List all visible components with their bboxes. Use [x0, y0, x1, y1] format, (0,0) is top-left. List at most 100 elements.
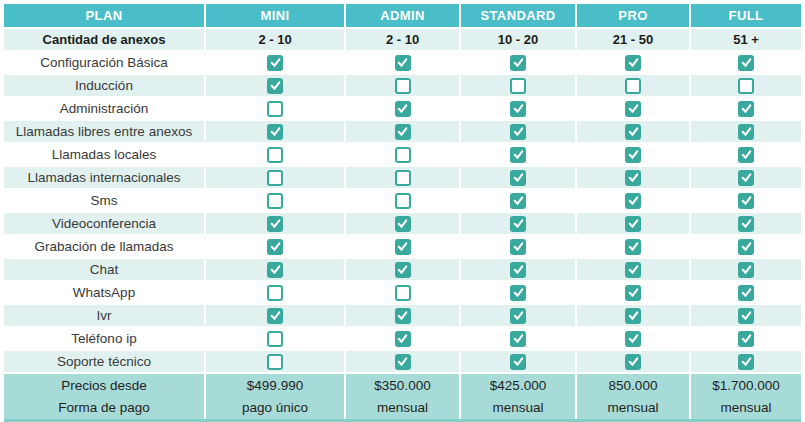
- check-icon: [628, 149, 639, 160]
- checkbox-checked[interactable]: [395, 239, 411, 255]
- check-icon: [513, 195, 524, 206]
- checkbox-checked[interactable]: [738, 216, 754, 232]
- checkbox-checked[interactable]: [510, 193, 526, 209]
- checkbox-checked[interactable]: [625, 170, 641, 186]
- checkbox-checked[interactable]: [267, 239, 283, 255]
- checkbox-checked[interactable]: [738, 262, 754, 278]
- checkbox-unchecked[interactable]: [395, 78, 411, 94]
- check-icon: [397, 241, 408, 252]
- feature-check-cell: [691, 236, 801, 257]
- checkbox-checked[interactable]: [625, 239, 641, 255]
- feature-check-cell: [577, 328, 689, 349]
- checkbox-checked[interactable]: [625, 262, 641, 278]
- checkbox-checked[interactable]: [738, 101, 754, 117]
- checkbox-checked[interactable]: [625, 124, 641, 140]
- checkbox-checked[interactable]: [625, 331, 641, 347]
- price-mini: $499.990: [247, 375, 303, 397]
- checkbox-unchecked[interactable]: [267, 170, 283, 186]
- checkbox-checked[interactable]: [738, 354, 754, 370]
- checkbox-unchecked[interactable]: [267, 101, 283, 117]
- checkbox-checked[interactable]: [510, 285, 526, 301]
- checkbox-checked[interactable]: [738, 285, 754, 301]
- checkbox-checked[interactable]: [267, 262, 283, 278]
- feature-label: WhatsApp: [4, 282, 204, 303]
- checkbox-checked[interactable]: [395, 101, 411, 117]
- check-icon: [628, 241, 639, 252]
- checkbox-checked[interactable]: [738, 170, 754, 186]
- feature-check-cell: [691, 259, 801, 280]
- checkbox-checked[interactable]: [510, 331, 526, 347]
- checkbox-checked[interactable]: [510, 101, 526, 117]
- checkbox-checked[interactable]: [510, 262, 526, 278]
- checkbox-checked[interactable]: [625, 216, 641, 232]
- payment-row-label: Forma de pago: [58, 397, 150, 419]
- check-icon: [397, 264, 408, 275]
- checkbox-checked[interactable]: [625, 308, 641, 324]
- checkbox-checked[interactable]: [738, 55, 754, 71]
- checkbox-checked[interactable]: [738, 239, 754, 255]
- check-icon: [513, 172, 524, 183]
- feature-check-cell: [461, 259, 575, 280]
- checkbox-checked[interactable]: [510, 308, 526, 324]
- checkbox-checked[interactable]: [510, 170, 526, 186]
- checkbox-checked[interactable]: [267, 124, 283, 140]
- checkbox-checked[interactable]: [267, 78, 283, 94]
- check-icon: [270, 57, 281, 68]
- checkbox-checked[interactable]: [395, 331, 411, 347]
- checkbox-checked[interactable]: [625, 193, 641, 209]
- checkbox-checked[interactable]: [267, 308, 283, 324]
- checkbox-unchecked[interactable]: [510, 78, 526, 94]
- checkbox-unchecked[interactable]: [625, 78, 641, 94]
- price-full: $1.700.000: [712, 375, 780, 397]
- checkbox-checked[interactable]: [510, 216, 526, 232]
- checkbox-checked[interactable]: [395, 55, 411, 71]
- checkbox-checked[interactable]: [625, 101, 641, 117]
- checkbox-unchecked[interactable]: [738, 78, 754, 94]
- checkbox-checked[interactable]: [625, 285, 641, 301]
- header-cell-pro: PRO: [577, 4, 689, 27]
- feature-check-cell: [691, 52, 801, 73]
- checkbox-checked[interactable]: [625, 147, 641, 163]
- check-icon: [270, 218, 281, 229]
- checkbox-checked[interactable]: [267, 216, 283, 232]
- checkbox-unchecked[interactable]: [267, 354, 283, 370]
- checkbox-unchecked[interactable]: [267, 147, 283, 163]
- checkbox-checked[interactable]: [625, 354, 641, 370]
- checkbox-checked[interactable]: [267, 55, 283, 71]
- checkbox-checked[interactable]: [510, 239, 526, 255]
- check-icon: [513, 57, 524, 68]
- checkbox-checked[interactable]: [738, 308, 754, 324]
- checkbox-unchecked[interactable]: [267, 193, 283, 209]
- checkbox-checked[interactable]: [510, 55, 526, 71]
- checkbox-unchecked[interactable]: [395, 193, 411, 209]
- checkbox-checked[interactable]: [510, 147, 526, 163]
- checkbox-checked[interactable]: [738, 124, 754, 140]
- checkbox-unchecked[interactable]: [395, 285, 411, 301]
- feature-check-cell: [461, 305, 575, 326]
- checkbox-checked[interactable]: [738, 147, 754, 163]
- checkbox-unchecked[interactable]: [395, 147, 411, 163]
- checkbox-unchecked[interactable]: [267, 285, 283, 301]
- checkbox-checked[interactable]: [395, 216, 411, 232]
- feature-check-cell: [577, 167, 689, 188]
- check-icon: [270, 264, 281, 275]
- check-icon: [741, 218, 752, 229]
- feature-check-cell: [206, 167, 344, 188]
- feature-check-cell: [461, 351, 575, 372]
- checkbox-unchecked[interactable]: [395, 170, 411, 186]
- checkbox-checked[interactable]: [395, 308, 411, 324]
- checkbox-checked[interactable]: [510, 354, 526, 370]
- feature-check-cell: [346, 236, 459, 257]
- checkbox-checked[interactable]: [395, 354, 411, 370]
- feature-label: Administración: [4, 98, 204, 119]
- checkbox-unchecked[interactable]: [267, 331, 283, 347]
- check-icon: [270, 80, 281, 91]
- feature-check-cell: [206, 75, 344, 96]
- checkbox-checked[interactable]: [738, 331, 754, 347]
- checkbox-checked[interactable]: [395, 124, 411, 140]
- checkbox-checked[interactable]: [625, 55, 641, 71]
- checkbox-checked[interactable]: [510, 124, 526, 140]
- checkbox-checked[interactable]: [395, 262, 411, 278]
- checkbox-checked[interactable]: [738, 193, 754, 209]
- feature-check-cell: [206, 52, 344, 73]
